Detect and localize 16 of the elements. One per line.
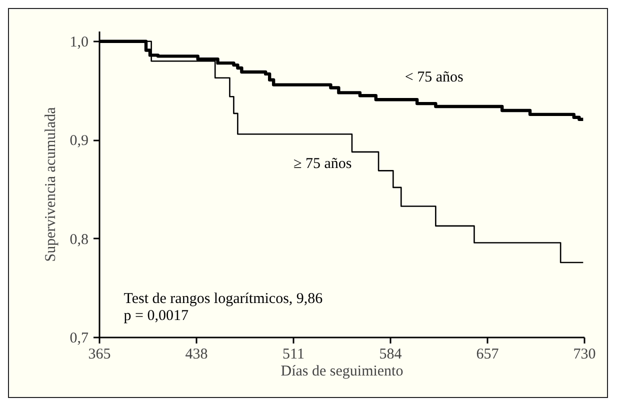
y-axis-title: Supervivencia acumulada (42, 106, 59, 262)
y-tick-label: 1,0 (70, 34, 88, 50)
x-tick-label: 584 (379, 346, 402, 362)
x-tick-label: 438 (185, 346, 208, 362)
series-label: ≥ 75 años (293, 156, 352, 172)
y-tick-label: 0,8 (70, 232, 88, 248)
y-tick-label: 0,7 (70, 330, 89, 346)
x-tick-label: 365 (88, 346, 111, 362)
x-axis-title: Días de seguimiento (280, 364, 404, 380)
series-label: < 75 años (404, 70, 464, 86)
y-tick-label: 0,9 (70, 133, 88, 150)
x-tick-label: 657 (476, 346, 500, 362)
x-tick-label: 511 (282, 346, 304, 362)
annotation: p = 0,0017 (124, 308, 189, 324)
x-tick-label: 730 (573, 346, 596, 362)
annotation: Test de rangos logarítmicos, 9,86 (124, 290, 324, 307)
